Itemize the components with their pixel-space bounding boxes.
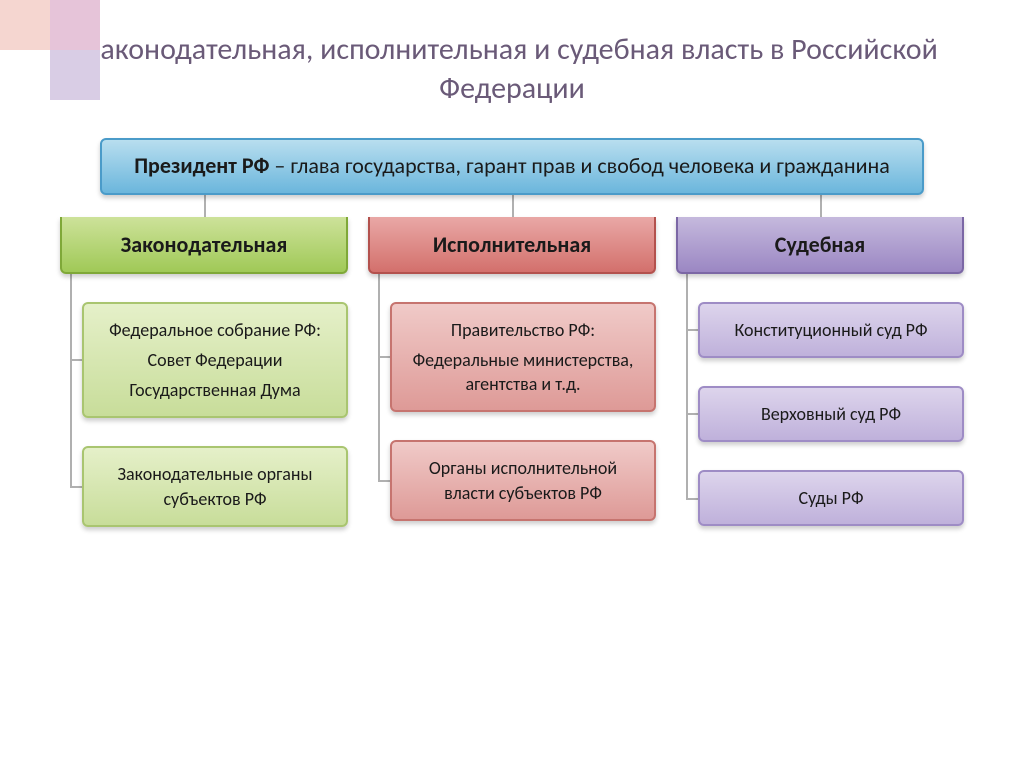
slide: Законодательная, исполнительная и судебн… [0,0,1024,767]
president-text: – глава государства, гарант прав и свобо… [269,152,889,179]
branch: Законодательная Федеральное собрание РФ: С… [60,195,348,527]
connector-line [512,195,514,217]
connector-line [204,195,206,217]
connector-line [70,274,72,488]
page-title: Законодательная, исполнительная и судебн… [0,0,1024,128]
sub-box: Правительство РФ: Федеральные министерств… [390,302,656,413]
sub-box: Федеральное собрание РФ: Совет Федерации Г… [82,302,348,419]
corner-square [50,50,100,100]
connector-line [820,195,822,217]
branch-sub-wrap: Федеральное собрание РФ: Совет Федерации Г… [60,274,348,527]
sub-box: Конституционный суд РФ [698,302,964,358]
branches-row: Законодательная Федеральное собрание РФ: С… [60,195,964,527]
sub-box: Законодательные органы субъектов РФ [82,446,348,527]
connector-line [686,274,688,499]
branch: Судебная Конституционный суд РФ Верховный … [676,195,964,527]
diagram: Президент РФ – глава государства, гарант… [0,128,1024,537]
sub-box: Суды РФ [698,470,964,526]
corner-decoration [0,0,100,50]
sub-box-line: Органы исполнительной власти субъектов Р… [406,456,640,505]
sub-box-line: Конституционный суд РФ [714,318,948,342]
corner-square [50,0,100,50]
connector-line [378,274,380,482]
branch-sub-wrap: Конституционный суд РФ Верховный суд РФ Су… [676,274,964,527]
corner-square [0,0,50,50]
branch-sub-wrap: Правительство РФ: Федеральные министерств… [368,274,656,521]
branch-header: Исполнительная [368,217,656,274]
sub-box-line: Правительство РФ: [406,318,640,342]
sub-box: Верховный суд РФ [698,386,964,442]
sub-box-line: Законодательные органы субъектов РФ [98,462,332,511]
branch: Исполнительная Правительство РФ: Федеральн… [368,195,656,527]
sub-box: Органы исполнительной власти субъектов Р… [390,440,656,521]
sub-box-line: Государственная Дума [98,378,332,402]
sub-box-line: Федеральные министерства, агентства и т.… [406,348,640,397]
branch-header: Законодательная [60,217,348,274]
sub-box-line: Совет Федерации [98,348,332,372]
sub-box-line: Суды РФ [714,486,948,510]
president-bold: Президент РФ [134,152,269,179]
sub-box-line: Федеральное собрание РФ: [98,318,332,342]
sub-box-line: Верховный суд РФ [714,402,948,426]
branch-header: Судебная [676,217,964,274]
president-box: Президент РФ – глава государства, гарант… [100,138,924,195]
